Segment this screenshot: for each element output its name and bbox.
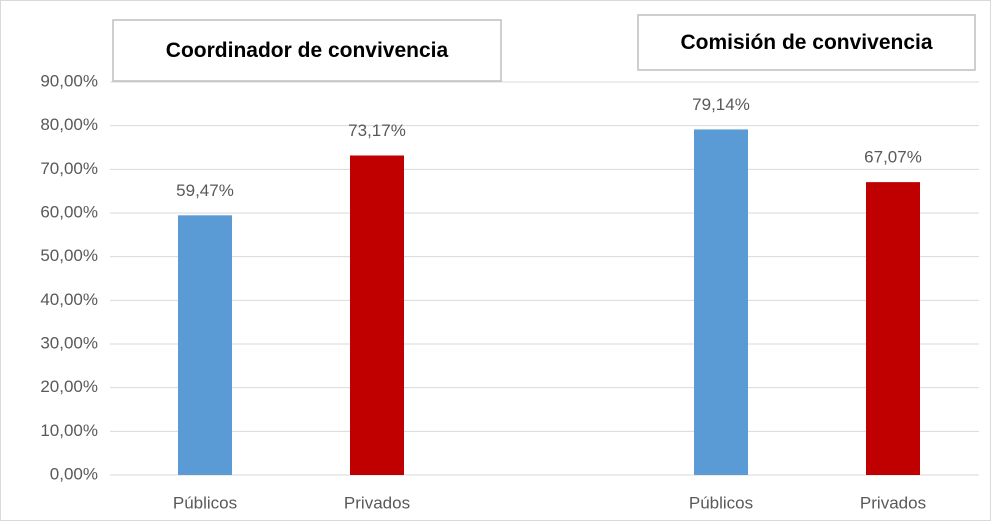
bar [178,215,232,475]
value-label: 73,17% [348,121,406,140]
y-tick-label: 90,00% [40,71,98,90]
annotation: Comisión de convivencia [680,31,932,54]
bar [350,155,404,475]
y-tick-label: 80,00% [40,115,98,134]
x-tick-label: Públicos [689,493,753,512]
y-tick-label: 50,00% [40,246,98,265]
y-tick-label: 40,00% [40,290,98,309]
y-tick-label: 20,00% [40,377,98,396]
value-label: 79,14% [692,95,750,114]
y-tick-label: 60,00% [40,202,98,221]
annotation: Coordinador de convivencia [166,39,449,62]
value-label: 59,47% [176,181,234,200]
annotation-box [112,19,502,82]
y-tick-label: 70,00% [40,159,98,178]
x-tick-label: Públicos [173,493,237,512]
y-tick-label: 10,00% [40,421,98,440]
bar [866,182,920,475]
y-tick-label: 30,00% [40,333,98,352]
x-tick-label: Privados [860,493,926,512]
value-label: 67,07% [864,148,922,167]
x-tick-label: Privados [344,493,410,512]
bar [694,129,748,475]
y-tick-label: 0,00% [50,464,98,483]
annotation-box [637,14,976,71]
